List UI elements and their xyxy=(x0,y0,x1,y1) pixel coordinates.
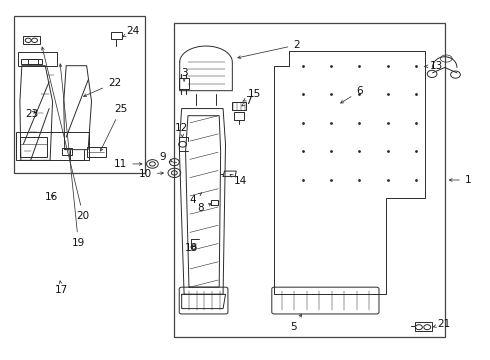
Text: 24: 24 xyxy=(123,26,140,37)
Text: 13: 13 xyxy=(424,62,443,71)
Text: 12: 12 xyxy=(175,123,188,137)
Bar xyxy=(62,148,72,155)
Bar xyxy=(20,137,47,157)
Text: 18: 18 xyxy=(185,243,198,253)
Bar xyxy=(232,103,246,111)
Bar xyxy=(234,112,244,120)
Bar xyxy=(174,23,445,337)
Text: 14: 14 xyxy=(230,174,247,186)
Bar xyxy=(21,59,38,64)
Text: 15: 15 xyxy=(243,89,261,101)
Bar xyxy=(28,59,42,64)
Bar xyxy=(87,147,106,157)
Text: 1: 1 xyxy=(449,175,471,185)
Bar xyxy=(16,132,89,160)
Text: 4: 4 xyxy=(190,193,201,204)
Text: 9: 9 xyxy=(160,153,172,162)
Bar xyxy=(24,36,40,44)
Text: 22: 22 xyxy=(84,78,121,96)
Text: 5: 5 xyxy=(291,314,301,332)
Text: 25: 25 xyxy=(100,104,127,151)
Text: 19: 19 xyxy=(59,64,85,248)
Text: 17: 17 xyxy=(55,281,69,295)
Text: 20: 20 xyxy=(42,47,90,221)
Text: 2: 2 xyxy=(238,40,300,59)
Text: 7: 7 xyxy=(242,96,252,107)
Text: 6: 6 xyxy=(341,86,363,103)
Text: 8: 8 xyxy=(197,203,211,213)
Bar xyxy=(19,52,57,66)
Bar xyxy=(14,16,145,173)
Text: 10: 10 xyxy=(139,169,164,179)
Bar xyxy=(111,32,122,39)
Text: 23: 23 xyxy=(25,109,38,119)
Text: 16: 16 xyxy=(45,192,58,202)
Bar xyxy=(415,322,432,331)
Bar xyxy=(179,78,190,89)
Text: 21: 21 xyxy=(433,319,450,329)
Text: 3: 3 xyxy=(181,68,187,81)
Text: 11: 11 xyxy=(114,159,142,169)
